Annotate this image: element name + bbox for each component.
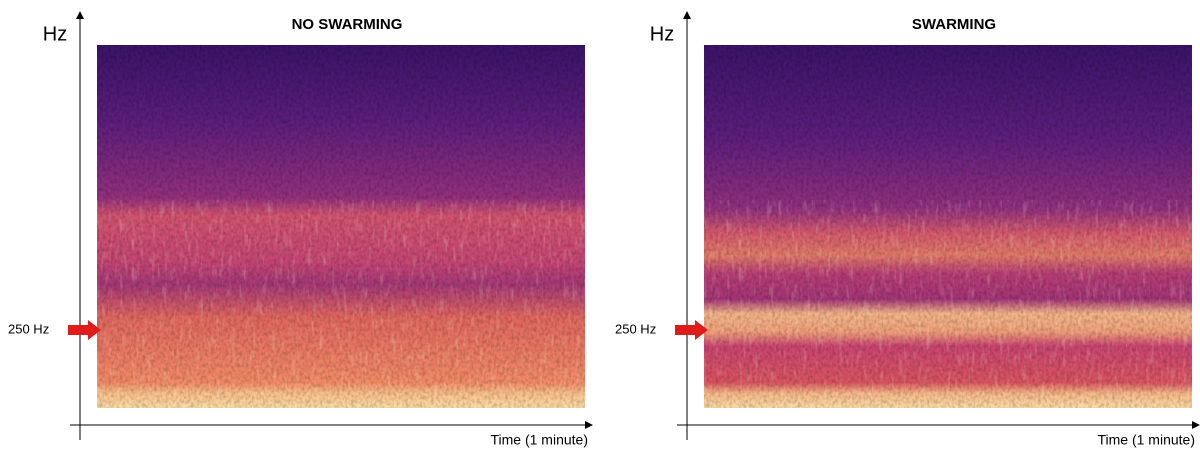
spectrogram-streaks (704, 200, 1192, 395)
marker-label: 250 Hz (615, 321, 656, 336)
panel: SWARMING Hz Time (1 minute) 250 Hz (615, 11, 1200, 448)
y-axis-label: Hz (650, 23, 674, 45)
panel-title: SWARMING (912, 16, 996, 33)
spectrogram-streaks (97, 200, 585, 395)
panel-title: NO SWARMING (292, 16, 403, 33)
panel: NO SWARMING Hz Time (1 minute) 250 Hz (8, 11, 593, 448)
x-axis-label: Time (1 minute) (1097, 432, 1195, 448)
marker-arrow (68, 320, 101, 340)
x-axis-label: Time (1 minute) (490, 432, 588, 448)
marker-label: 250 Hz (8, 321, 49, 336)
y-axis-label: Hz (43, 23, 67, 45)
marker-arrow (675, 320, 708, 340)
